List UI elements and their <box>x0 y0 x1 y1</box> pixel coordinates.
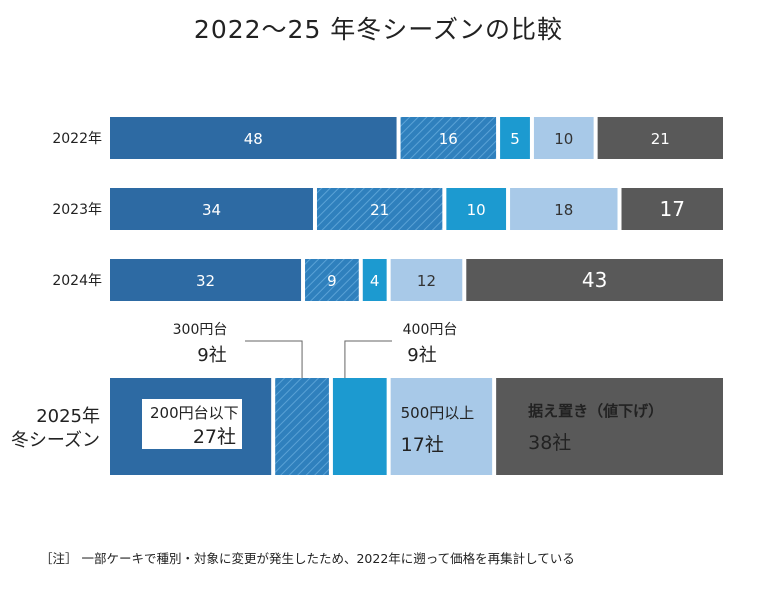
season-label-line1: 2025年 <box>36 406 100 427</box>
category-label: 2023年 <box>52 202 102 218</box>
footnote: ［注］ 一部ケーキで種別・対象に変更が発生したため、2022年に遡って価格を再集… <box>40 551 575 566</box>
data-label: 17 <box>660 197 685 221</box>
segment-value: 27社 <box>193 426 236 448</box>
segment-value: 9社 <box>197 345 226 366</box>
bar-segment <box>621 188 723 230</box>
data-label: 9 <box>327 272 337 290</box>
bar-segment <box>305 259 359 301</box>
chart-title: 2022～25 年冬シーズンの比較 <box>193 15 564 44</box>
segment-value: 17社 <box>401 434 444 456</box>
category-label: 2024年 <box>52 273 102 289</box>
bar-segment <box>446 188 507 230</box>
callout-line <box>245 340 303 378</box>
callout-line <box>344 340 392 378</box>
segment-value: 9社 <box>407 345 436 366</box>
segment-name: 400円台 <box>403 322 458 338</box>
bar-segment <box>390 259 463 301</box>
segment-name: 200円台以下 <box>150 404 239 422</box>
bar-segment <box>466 259 723 301</box>
data-label: 21 <box>651 130 670 148</box>
bar-segment <box>597 117 723 159</box>
data-label: 4 <box>370 272 380 290</box>
segment-name: 500円以上 <box>401 404 475 422</box>
bar-segment <box>362 259 387 301</box>
data-label: 16 <box>439 130 458 148</box>
bar-segment <box>390 378 493 475</box>
label-box <box>142 399 242 449</box>
bar-segment <box>110 188 313 230</box>
data-label: 18 <box>554 201 573 219</box>
bar-segment <box>500 117 530 159</box>
data-label: 32 <box>196 272 215 290</box>
data-label: 34 <box>202 201 221 219</box>
bar-segment <box>110 117 397 159</box>
season-label-line2: 冬シーズン <box>11 430 100 451</box>
data-label: 43 <box>582 268 607 292</box>
bar-segment <box>316 188 443 230</box>
bar-segment <box>400 117 497 159</box>
bar-segment <box>332 378 387 475</box>
data-label: 10 <box>554 130 573 148</box>
bar-segment <box>533 117 594 159</box>
data-label: 21 <box>370 201 389 219</box>
bar-segment <box>275 378 329 475</box>
data-label: 10 <box>467 201 486 219</box>
segment-name: 据え置き（値下げ） <box>528 402 663 420</box>
bar-segment <box>496 378 723 475</box>
data-label: 12 <box>417 272 436 290</box>
bar-segment <box>110 259 302 301</box>
bar-segment <box>510 188 618 230</box>
category-label: 2022年 <box>52 131 102 147</box>
segment-value: 38社 <box>528 432 571 454</box>
data-label: 5 <box>510 130 520 148</box>
segment-name: 300円台 <box>173 322 228 338</box>
data-label: 48 <box>244 130 263 148</box>
